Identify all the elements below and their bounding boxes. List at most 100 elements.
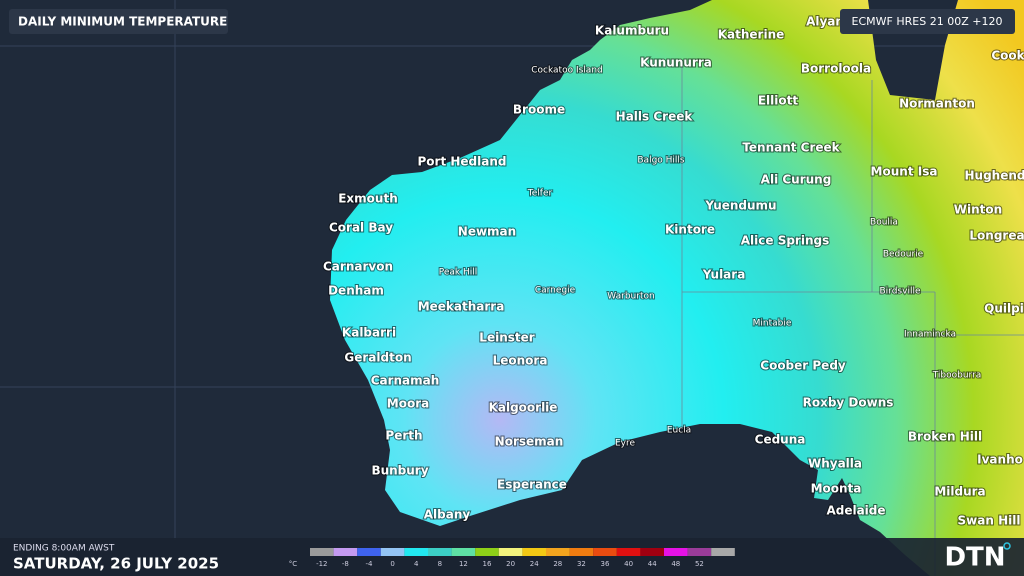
place-label: Moora [387, 397, 429, 411]
legend-swatch [640, 548, 664, 556]
place-label: Kalgoorlie [489, 401, 558, 415]
place-label: Yuendumu [704, 199, 776, 213]
legend-tick-label: 52 [695, 560, 704, 568]
place-label: Moonta [811, 482, 862, 496]
legend-tick-label: -4 [366, 560, 374, 568]
place-label: Eyre [615, 439, 636, 449]
legend-tick-label: -8 [342, 560, 349, 568]
legend-swatch [475, 548, 499, 556]
legend-tick-label: 16 [483, 560, 492, 568]
legend-tick-label: 40 [624, 560, 633, 568]
place-label: Hughend [965, 169, 1024, 183]
place-label: Perth [385, 429, 422, 443]
place-label: Adelaide [826, 504, 885, 518]
place-label: Peak Hill [439, 268, 478, 278]
legend-tick-label: 36 [601, 560, 610, 568]
place-label: Carnamah [371, 374, 440, 388]
place-label: Coober Pedy [760, 359, 846, 373]
place-label: Newman [458, 225, 516, 239]
place-label: Kintore [665, 223, 715, 237]
legend-swatch [593, 548, 617, 556]
legend-tick-label: 4 [414, 560, 419, 568]
place-label: Kalbarri [342, 326, 396, 340]
place-label: Innamincka [904, 330, 956, 340]
legend-swatch [664, 548, 688, 556]
place-label: Carnarvon [323, 260, 393, 274]
place-label: Whyalla [808, 457, 862, 471]
place-label: Cockatoo Island [531, 66, 603, 76]
legend-swatch [569, 548, 594, 556]
place-label: Warburton [607, 292, 654, 302]
date: SATURDAY, 26 JULY 2025 [13, 555, 219, 573]
place-label: Tibooburra [932, 371, 982, 381]
place-label: Halls Creek [616, 110, 694, 124]
ending: ENDING 8:00AM AWST [13, 544, 115, 554]
place-label: Boulia [870, 218, 898, 228]
title-badge [9, 9, 228, 34]
place-label: Telfer [527, 189, 553, 199]
place-label: Alyan [806, 15, 844, 29]
legend-swatch [404, 548, 428, 556]
place-label: Balgo Hills [637, 156, 685, 166]
place-label: Eucla [667, 426, 691, 436]
legend-tick-label: 8 [438, 560, 442, 568]
legend-tick-label: 20 [506, 560, 515, 568]
place-label: Quilpi [984, 302, 1024, 316]
legend-tick-label: 48 [671, 560, 680, 568]
legend-swatch [380, 548, 405, 556]
title: DAILY MINIMUM TEMPERATURE [18, 15, 227, 29]
logo: DTN [944, 543, 1005, 573]
place-label: Ceduna [755, 433, 806, 447]
legend-swatch [522, 548, 546, 556]
legend-tick-label: 24 [530, 560, 539, 568]
place-label: Borroloola [801, 62, 871, 76]
place-label: Ali Curung [761, 173, 832, 187]
legend-tick-label: 12 [459, 560, 468, 568]
place-label: Broome [513, 103, 565, 117]
legend-swatch [711, 548, 735, 556]
place-label: Bedourie [883, 250, 924, 260]
legend-unit: °C [289, 560, 298, 568]
place-label: Geraldton [344, 351, 411, 365]
place-label: Leonora [493, 354, 548, 368]
place-label: Ivanho [977, 453, 1023, 467]
place-label: Esperance [497, 478, 567, 492]
place-label: Coral Bay [329, 221, 393, 235]
legend-swatch [451, 548, 476, 556]
place-label: Tennant Creek [742, 141, 840, 155]
legend-tick-label: 0 [390, 560, 394, 568]
place-label: Elliott [758, 94, 799, 108]
legend-swatch [357, 548, 381, 556]
place-label: Katherine [718, 28, 785, 42]
place-label: Broken Hill [908, 430, 982, 444]
place-label: Carnegie [535, 286, 576, 296]
place-label: Normanton [899, 97, 975, 111]
legend-swatch [498, 548, 523, 556]
place-label: Exmouth [338, 192, 398, 206]
state-borders [681, 60, 1024, 576]
place-label: Mount Isa [871, 165, 938, 179]
land [330, 0, 1024, 576]
legend-tick-label: 28 [553, 560, 562, 568]
place-label: Longrea [969, 229, 1024, 243]
legend-swatch [428, 548, 452, 556]
place-label: Norseman [495, 435, 564, 449]
model-badge [840, 9, 1015, 34]
place-label: Albany [424, 508, 471, 522]
place-label: Mildura [934, 485, 985, 499]
place-label: Alice Springs [741, 234, 829, 248]
legend-swatch [310, 548, 334, 556]
footer [0, 538, 1024, 576]
place-label: Swan Hill [958, 514, 1021, 528]
place-label: Leinster [479, 331, 534, 345]
place-label: Roxby Downs [803, 396, 894, 410]
place-label: Port Hedland [418, 155, 507, 169]
legend-swatch [687, 548, 712, 556]
place-labels: Kalumburu Katherine Alyan Cockatoo Island Ku… [322, 14, 1024, 529]
place-label: Denham [328, 284, 384, 298]
place-label: Cook [991, 49, 1024, 63]
legend: -12 -8 -4 0 4 8 12 16 20 24 28 32 36 40 44 48 52 [310, 548, 735, 568]
legend-tick-label: 44 [648, 560, 657, 568]
model-label: ECMWF HRES 21 00Z +120 [852, 15, 1003, 28]
